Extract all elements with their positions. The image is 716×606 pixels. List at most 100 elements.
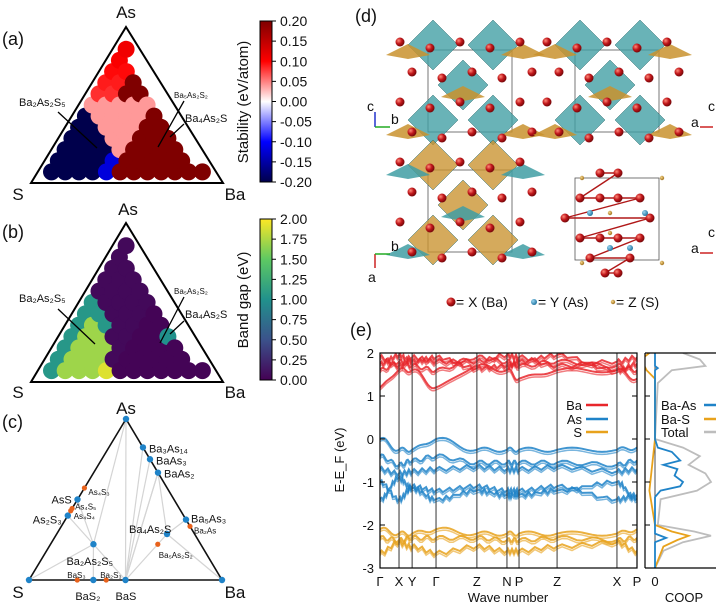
stable-phase-point	[139, 444, 147, 451]
metastable-phase-point	[155, 541, 161, 547]
panel-label-d: (d)	[355, 6, 377, 26]
stable-phase-point	[182, 516, 190, 523]
axis-triad-2: c a	[691, 98, 715, 130]
s-atom	[579, 175, 585, 181]
ba-atom	[572, 103, 582, 113]
kpoint-label: X	[613, 574, 622, 589]
tie-line	[157, 472, 168, 535]
annotation-arrow	[169, 320, 185, 335]
legend-ba: Ba	[566, 398, 583, 413]
crystal-view	[386, 139, 545, 266]
stable-phase-point	[122, 576, 129, 584]
ba-atom	[613, 193, 623, 203]
coop-ticks	[645, 352, 650, 569]
legend-z-s: = Z (S)	[616, 294, 659, 310]
tie-line	[125, 533, 168, 581]
band-ba	[380, 353, 637, 372]
s-atom	[607, 230, 613, 236]
colorbar-tick-label: -0.10	[280, 134, 312, 150]
metastable-phase-point	[81, 485, 88, 491]
vertex-s: S	[12, 383, 23, 402]
coop-total	[654, 353, 713, 568]
stable-phase-point	[146, 456, 154, 463]
ba-atom	[395, 217, 405, 227]
y-axis-label: E-E_F (eV)	[332, 427, 347, 492]
ba-atom	[467, 67, 477, 77]
band-ba	[380, 353, 637, 374]
axis-c: c	[708, 98, 715, 114]
coop-lines	[645, 353, 713, 568]
stable-phase-point	[64, 512, 72, 519]
crystal-view	[386, 19, 545, 146]
coop-ba-s	[645, 353, 692, 568]
stable-phase-point	[90, 576, 97, 584]
colorbar-tick-label: 0.50	[280, 332, 307, 348]
band-lines	[380, 353, 637, 559]
phase-label: BaS₂	[75, 591, 100, 603]
colorbar-tick-label: 1.50	[280, 251, 307, 267]
band-s	[380, 537, 637, 546]
axis-c: c	[367, 98, 374, 114]
polyhedron	[441, 86, 485, 101]
vertex-ba: Ba	[225, 583, 246, 602]
band-plot-frame	[379, 352, 638, 569]
stability-colorbar	[259, 20, 273, 183]
phase-label: Ba₄As₂S	[129, 524, 171, 536]
ba-atom	[485, 163, 495, 173]
band-legend: Ba As S	[566, 398, 608, 440]
y-tick-label: -3	[362, 561, 374, 576]
axis-triad-4: c a	[691, 224, 715, 256]
ba-atom	[572, 43, 582, 53]
band-as	[380, 481, 637, 505]
s-atom	[607, 210, 613, 216]
y-tick-label: 1	[367, 389, 374, 404]
polyhedron	[648, 44, 692, 59]
colorbar-tick-label: -0.20	[280, 174, 312, 190]
band-s	[380, 535, 637, 543]
phase-label: As₄S₃	[88, 488, 109, 497]
ba-atom	[662, 37, 672, 47]
phase-label: As₄S₄	[74, 512, 95, 521]
ba-atom	[395, 97, 405, 107]
kpoint-label: X	[395, 574, 404, 589]
annotation-ba5as2s2: Ba₅As₂S₂	[174, 287, 208, 296]
phase-label: Ba₂S₃	[100, 571, 121, 580]
metastable-phase-point	[103, 577, 109, 583]
ba-atom	[585, 253, 595, 263]
ba-atom	[644, 73, 654, 83]
axis-triad-1: c b	[367, 98, 399, 128]
x-axis-label: Wave number	[468, 590, 549, 605]
ba-atom	[497, 253, 507, 263]
coop-axis-label: COOP	[665, 590, 703, 605]
ba-atom	[485, 103, 495, 113]
tie-line	[166, 519, 187, 535]
band-s	[380, 540, 637, 559]
coop-zero-label: 0	[651, 574, 658, 589]
metastable-phase-point	[187, 523, 193, 529]
ba-atom	[527, 67, 537, 77]
band-as	[380, 463, 637, 478]
band-as	[380, 456, 637, 470]
stable-phase-point	[90, 541, 97, 548]
ba-atom-icon	[446, 297, 456, 307]
band-as	[380, 466, 637, 480]
ba-atom	[674, 67, 684, 77]
phase-label: BaAs₂	[164, 469, 195, 481]
colorbar-tick-label: 1.75	[280, 231, 307, 247]
band-ba	[380, 354, 637, 376]
ba-atom	[542, 97, 552, 107]
kpoint-label: Γ	[376, 574, 383, 589]
ternary-triangle	[29, 221, 225, 383]
ba-atom	[595, 193, 605, 203]
ba-atom	[437, 193, 447, 203]
annotation-ba2as2s5: Ba₂As₂S₅	[19, 293, 66, 305]
bandgap-colorbar-ticks: 2.00 1.75 1.50 1.25 1.00 0.75 0.50 0.25 0.00	[272, 211, 307, 388]
ba-atom	[515, 217, 525, 227]
stability-point	[180, 163, 198, 181]
stable-phase-point	[163, 530, 171, 538]
ba-atom	[527, 127, 537, 137]
panel-b-bandgap-ternary: (b) As S Ba Ba₂As₂S₅ Ba₅As₂S₂ Ba₄As₂S 2.…	[2, 200, 307, 402]
legend-s: S	[573, 425, 582, 440]
kpoint-label: Γ	[432, 574, 439, 589]
phase-label: Ba₃As₁₄	[149, 443, 188, 455]
